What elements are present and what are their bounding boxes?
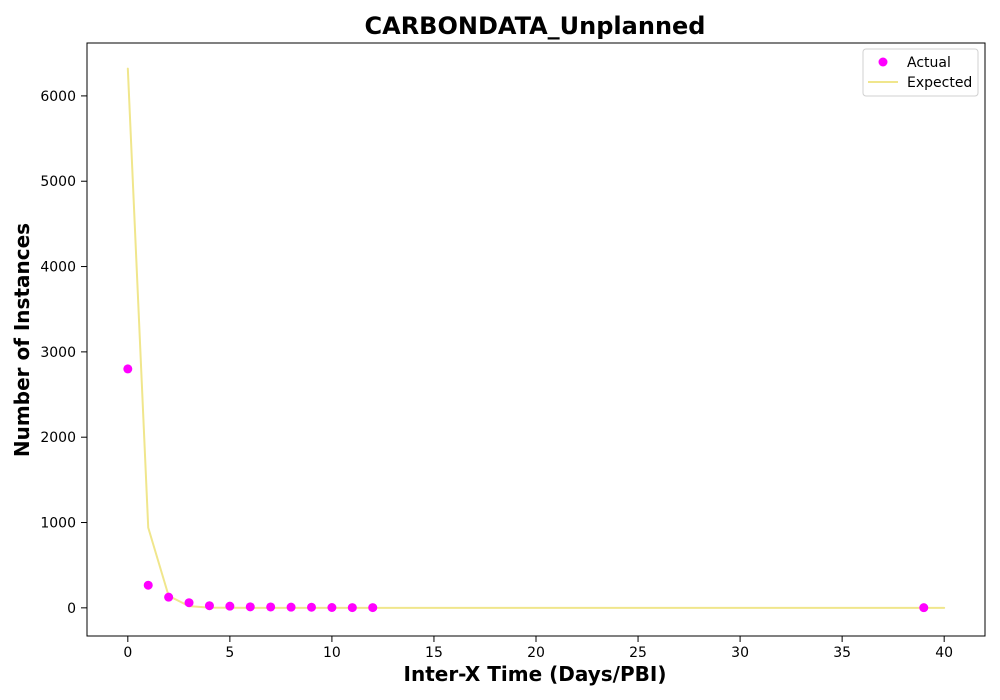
legend-actual-marker — [878, 57, 888, 67]
x-tick-label: 20 — [527, 645, 545, 661]
x-tick-label: 0 — [123, 645, 132, 661]
actual-point — [368, 603, 378, 613]
actual-point — [286, 602, 296, 612]
x-axis-label: Inter-X Time (Days/PBI) — [404, 662, 667, 686]
y-tick-label: 6000 — [40, 89, 76, 105]
actual-point — [327, 603, 337, 613]
x-tick-label: 25 — [629, 645, 647, 661]
chart-title: CARBONDATA_Unplanned — [365, 12, 706, 40]
plot-border — [86, 42, 986, 637]
plot-frame — [86, 42, 986, 637]
legend: Actual Expected — [862, 48, 979, 97]
actual-point — [204, 601, 214, 611]
y-tick-label: 0 — [67, 601, 76, 617]
x-tick-label: 5 — [225, 645, 234, 661]
actual-point — [307, 602, 316, 612]
y-axis-ticks: 0 1000 2000 3000 4000 5000 6000 — [40, 89, 87, 617]
legend-box — [862, 48, 979, 97]
x-tick-label: 40 — [935, 645, 953, 661]
y-axis-label: Number of Instances — [10, 223, 34, 457]
x-tick-label: 30 — [731, 645, 749, 661]
actual-point — [245, 602, 255, 612]
expected-line — [126, 67, 946, 609]
x-tick-label: 15 — [425, 645, 443, 661]
y-tick-label: 3000 — [40, 345, 76, 361]
y-tick-label: 2000 — [40, 430, 76, 446]
x-tick-label: 35 — [833, 645, 851, 661]
x-axis-ticks: 0 5 10 15 20 25 30 35 40 — [123, 636, 953, 661]
x-tick-label: 10 — [323, 645, 341, 661]
y-tick-label: 1000 — [40, 516, 76, 532]
actual-point — [347, 603, 357, 613]
y-tick-label: 5000 — [40, 174, 76, 190]
actual-point — [164, 592, 174, 602]
y-tick-label: 4000 — [40, 260, 76, 276]
actual-point — [225, 601, 235, 611]
actual-point — [184, 598, 194, 608]
actual-point — [123, 364, 133, 374]
series-layer — [123, 67, 946, 613]
actual-point — [919, 603, 929, 613]
actual-point — [266, 602, 276, 612]
legend-actual-label: Actual — [907, 55, 951, 71]
actual-point — [143, 580, 153, 590]
legend-expected-label: Expected — [907, 75, 972, 91]
